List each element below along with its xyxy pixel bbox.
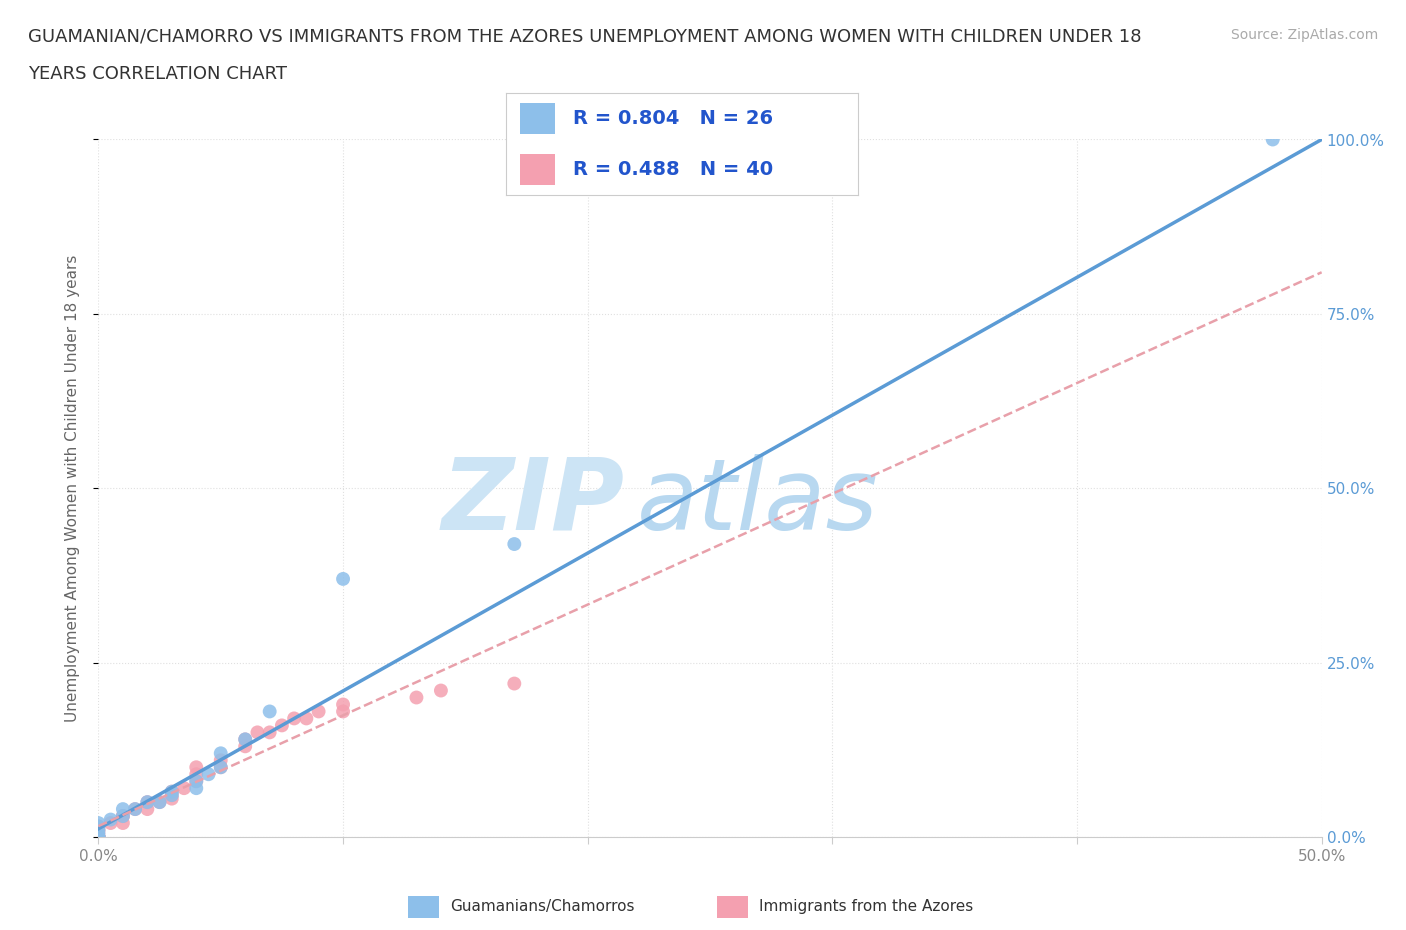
Point [87, 830, 110, 844]
Text: Immigrants from the Azores: Immigrants from the Azores [759, 899, 973, 914]
Point [259, 725, 281, 740]
Point [295, 711, 318, 725]
Point [149, 794, 172, 809]
Point [136, 794, 159, 809]
Point [160, 788, 183, 803]
Text: Source: ZipAtlas.com: Source: ZipAtlas.com [1230, 28, 1378, 42]
Point [87, 826, 110, 841]
Point [87, 823, 110, 838]
Point [186, 774, 208, 789]
Point [160, 784, 183, 799]
Point [160, 791, 183, 806]
Point [87, 830, 110, 844]
Point [283, 711, 305, 725]
Point [87, 830, 110, 844]
Point [209, 753, 232, 768]
Point [149, 794, 172, 809]
Point [503, 676, 526, 691]
Point [124, 802, 146, 817]
Point [136, 794, 159, 809]
Point [87, 830, 110, 844]
Point [233, 732, 256, 747]
Point [233, 738, 256, 753]
Point [308, 704, 330, 719]
Point [87, 830, 110, 844]
Point [100, 812, 122, 827]
Point [111, 809, 134, 824]
Point [209, 760, 232, 775]
Point [186, 766, 208, 781]
Point [87, 816, 110, 830]
Text: R = 0.804   N = 26: R = 0.804 N = 26 [574, 109, 773, 128]
Y-axis label: Unemployment Among Women with Children Under 18 years: Unemployment Among Women with Children U… [65, 255, 80, 722]
Point [87, 826, 110, 841]
Point [87, 819, 110, 834]
Point [332, 698, 354, 712]
Point [87, 830, 110, 844]
Point [100, 816, 122, 830]
Point [186, 760, 208, 775]
FancyBboxPatch shape [520, 154, 555, 185]
Point [111, 802, 134, 817]
Point [160, 784, 183, 799]
Point [1261, 132, 1284, 147]
Point [209, 746, 232, 761]
Text: Guamanians/Chamorros: Guamanians/Chamorros [450, 899, 634, 914]
Point [430, 683, 453, 698]
Text: GUAMANIAN/CHAMORRO VS IMMIGRANTS FROM THE AZORES UNEMPLOYMENT AMONG WOMEN WITH C: GUAMANIAN/CHAMORRO VS IMMIGRANTS FROM TH… [28, 28, 1142, 46]
Point [124, 802, 146, 817]
Point [87, 823, 110, 838]
Point [233, 732, 256, 747]
Point [87, 819, 110, 834]
Point [173, 781, 195, 796]
Point [209, 760, 232, 775]
Text: atlas: atlas [637, 454, 879, 551]
Point [332, 571, 354, 587]
Text: ZIP: ZIP [441, 454, 624, 551]
Point [186, 781, 208, 796]
Point [186, 774, 208, 789]
Text: R = 0.488   N = 40: R = 0.488 N = 40 [574, 160, 773, 179]
FancyBboxPatch shape [520, 103, 555, 134]
Point [87, 830, 110, 844]
Point [87, 830, 110, 844]
Point [87, 830, 110, 844]
Point [111, 809, 134, 824]
Point [270, 718, 294, 733]
Point [197, 766, 219, 781]
Point [111, 816, 134, 830]
Point [259, 704, 281, 719]
Point [246, 725, 269, 740]
Point [503, 537, 526, 551]
Point [160, 788, 183, 803]
Point [87, 830, 110, 844]
Point [136, 802, 159, 817]
Point [405, 690, 427, 705]
Point [87, 823, 110, 838]
Point [111, 809, 134, 824]
Text: YEARS CORRELATION CHART: YEARS CORRELATION CHART [28, 65, 287, 83]
Point [332, 704, 354, 719]
